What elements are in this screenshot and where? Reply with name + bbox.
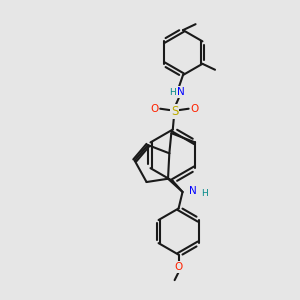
Text: H: H <box>169 88 176 97</box>
Text: S: S <box>171 105 178 118</box>
Text: N: N <box>177 87 185 97</box>
Text: O: O <box>175 262 183 272</box>
Text: O: O <box>190 104 199 114</box>
Text: H: H <box>201 189 208 198</box>
Text: O: O <box>150 104 158 114</box>
Text: N: N <box>189 186 196 196</box>
